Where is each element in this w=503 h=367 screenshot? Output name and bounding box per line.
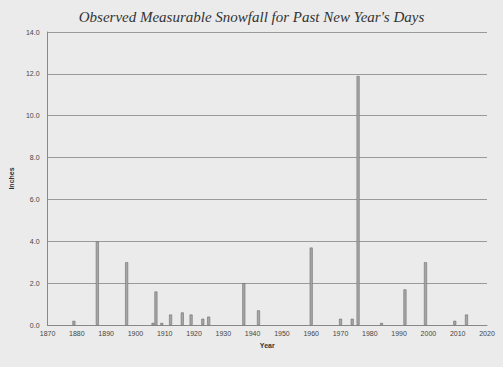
svg-text:0.0: 0.0 xyxy=(30,322,40,329)
svg-text:1930: 1930 xyxy=(216,330,232,337)
svg-text:1890: 1890 xyxy=(98,330,114,337)
svg-text:1980: 1980 xyxy=(362,330,378,337)
svg-text:4.0: 4.0 xyxy=(30,238,40,245)
svg-text:1940: 1940 xyxy=(245,330,261,337)
svg-text:14.0: 14.0 xyxy=(26,29,40,36)
svg-text:1870: 1870 xyxy=(40,330,56,337)
svg-text:2.0: 2.0 xyxy=(30,280,40,287)
svg-text:2010: 2010 xyxy=(450,330,466,337)
svg-text:1920: 1920 xyxy=(186,330,202,337)
svg-text:1880: 1880 xyxy=(69,330,85,337)
svg-text:2020: 2020 xyxy=(479,330,495,337)
svg-text:Observed Measurable Snowfall f: Observed Measurable Snowfall for Past Ne… xyxy=(79,9,425,25)
svg-text:Inches: Inches xyxy=(8,167,15,189)
svg-text:Year: Year xyxy=(260,342,275,349)
svg-text:2000: 2000 xyxy=(421,330,437,337)
svg-text:1950: 1950 xyxy=(274,330,290,337)
svg-text:1990: 1990 xyxy=(391,330,407,337)
svg-text:1900: 1900 xyxy=(128,330,144,337)
svg-text:8.0: 8.0 xyxy=(30,154,40,161)
svg-text:1960: 1960 xyxy=(303,330,319,337)
svg-text:6.0: 6.0 xyxy=(30,196,40,203)
svg-text:12.0: 12.0 xyxy=(26,70,40,77)
svg-text:10.0: 10.0 xyxy=(26,112,40,119)
svg-text:1970: 1970 xyxy=(333,330,349,337)
svg-text:1910: 1910 xyxy=(157,330,173,337)
